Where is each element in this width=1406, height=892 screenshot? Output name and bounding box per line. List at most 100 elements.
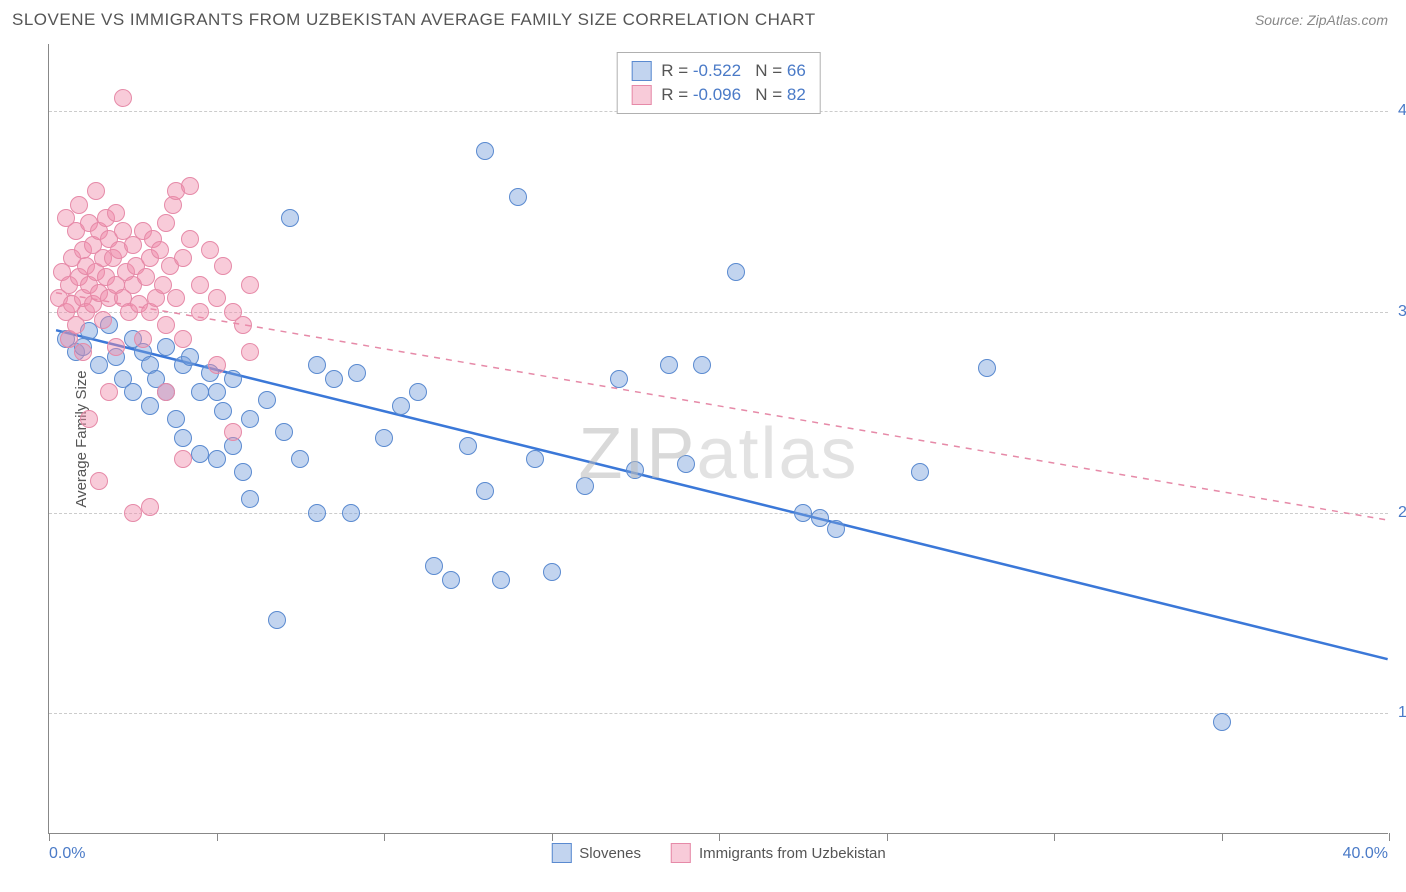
gridline [49, 713, 1388, 714]
legend-swatch-series2 [631, 85, 651, 105]
x-tick [1054, 833, 1055, 841]
data-point-uzbekistan [80, 410, 98, 428]
x-axis-max-label: 40.0% [1343, 845, 1388, 863]
data-point-slovenes [325, 370, 343, 388]
legend-label-series2: Immigrants from Uzbekistan [699, 845, 886, 862]
data-point-slovenes [727, 263, 745, 281]
data-point-uzbekistan [87, 182, 105, 200]
data-point-uzbekistan [107, 204, 125, 222]
y-tick-label: 1.75 [1398, 704, 1406, 722]
data-point-uzbekistan [74, 343, 92, 361]
correlation-legend: R = -0.522 N = 66 R = -0.096 N = 82 [616, 52, 821, 114]
data-point-slovenes [543, 563, 561, 581]
data-point-slovenes [308, 504, 326, 522]
data-point-uzbekistan [141, 498, 159, 516]
data-point-slovenes [348, 364, 366, 382]
data-point-uzbekistan [191, 303, 209, 321]
data-point-uzbekistan [94, 311, 112, 329]
data-point-uzbekistan [151, 241, 169, 259]
data-point-slovenes [90, 356, 108, 374]
gridline [49, 513, 1388, 514]
data-point-slovenes [409, 383, 427, 401]
x-tick [217, 833, 218, 841]
data-point-slovenes [174, 429, 192, 447]
y-tick-label: 2.50 [1398, 504, 1406, 522]
data-point-slovenes [342, 504, 360, 522]
legend-swatch-series1 [631, 61, 651, 81]
data-point-uzbekistan [241, 276, 259, 294]
data-point-uzbekistan [70, 196, 88, 214]
data-point-slovenes [241, 490, 259, 508]
data-point-slovenes [392, 397, 410, 415]
trend-lines [49, 44, 1388, 833]
x-tick [887, 833, 888, 841]
data-point-slovenes [492, 571, 510, 589]
data-point-slovenes [141, 397, 159, 415]
data-point-slovenes [1213, 713, 1231, 731]
data-point-slovenes [476, 482, 494, 500]
x-tick [552, 833, 553, 841]
data-point-uzbekistan [191, 276, 209, 294]
data-point-slovenes [459, 437, 477, 455]
data-point-slovenes [693, 356, 711, 374]
data-point-slovenes [811, 509, 829, 527]
data-point-slovenes [124, 383, 142, 401]
data-point-slovenes [794, 504, 812, 522]
x-tick [49, 833, 50, 841]
data-point-slovenes [375, 429, 393, 447]
legend-row-series2: R = -0.096 N = 82 [631, 83, 806, 107]
data-point-slovenes [191, 445, 209, 463]
x-tick [384, 833, 385, 841]
legend-row-series1: R = -0.522 N = 66 [631, 59, 806, 83]
legend-item-series2: Immigrants from Uzbekistan [671, 843, 886, 863]
data-point-slovenes [181, 348, 199, 366]
data-point-uzbekistan [181, 230, 199, 248]
data-point-slovenes [425, 557, 443, 575]
data-point-uzbekistan [214, 257, 232, 275]
data-point-uzbekistan [157, 316, 175, 334]
x-tick [1222, 833, 1223, 841]
data-point-slovenes [268, 611, 286, 629]
data-point-uzbekistan [167, 289, 185, 307]
data-point-uzbekistan [224, 423, 242, 441]
data-point-slovenes [442, 571, 460, 589]
data-point-slovenes [911, 463, 929, 481]
data-point-slovenes [241, 410, 259, 428]
data-point-slovenes [234, 463, 252, 481]
data-point-slovenes [214, 402, 232, 420]
data-point-slovenes [291, 450, 309, 468]
y-tick-label: 4.00 [1398, 102, 1406, 120]
data-point-slovenes [660, 356, 678, 374]
data-point-uzbekistan [174, 330, 192, 348]
x-tick [1389, 833, 1390, 841]
data-point-slovenes [476, 142, 494, 160]
data-point-uzbekistan [107, 338, 125, 356]
data-point-slovenes [191, 383, 209, 401]
data-point-uzbekistan [157, 383, 175, 401]
data-point-uzbekistan [90, 472, 108, 490]
chart-area: Average Family Size 4.003.252.501.75 ZIP… [48, 44, 1388, 834]
data-point-uzbekistan [134, 330, 152, 348]
data-point-slovenes [208, 450, 226, 468]
data-point-uzbekistan [208, 356, 226, 374]
data-point-slovenes [677, 455, 695, 473]
data-point-uzbekistan [208, 289, 226, 307]
plot-area: 4.003.252.501.75 [49, 44, 1388, 833]
data-point-slovenes [978, 359, 996, 377]
data-point-uzbekistan [234, 316, 252, 334]
legend-swatch-bottom2 [671, 843, 691, 863]
data-point-uzbekistan [124, 504, 142, 522]
x-tick [719, 833, 720, 841]
trend-line-uzbekistan [56, 293, 1388, 520]
data-point-slovenes [167, 410, 185, 428]
data-point-slovenes [258, 391, 276, 409]
y-tick-label: 3.25 [1398, 303, 1406, 321]
data-point-uzbekistan [174, 450, 192, 468]
data-point-uzbekistan [201, 241, 219, 259]
data-point-slovenes [610, 370, 628, 388]
data-point-slovenes [157, 338, 175, 356]
legend-label-series1: Slovenes [579, 845, 641, 862]
legend-text-series1: R = -0.522 N = 66 [661, 61, 806, 81]
data-point-uzbekistan [114, 89, 132, 107]
data-point-uzbekistan [157, 214, 175, 232]
